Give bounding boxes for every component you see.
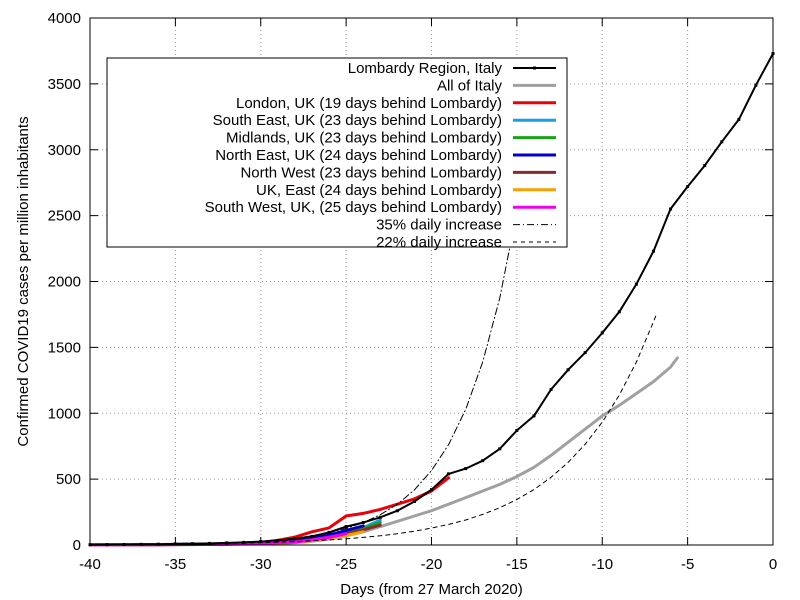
x-tick-label: -35 [165,556,187,573]
series-point-lombardy-region-italy [634,282,638,286]
legend-swatch-point [533,66,536,70]
x-tick-label: -10 [591,556,613,573]
legend-label-north-east-uk-24-days-behind-lombardy: North East, UK (24 days behind Lombardy) [215,147,502,164]
series-point-lombardy-region-italy [293,537,297,541]
series-point-lombardy-region-italy [481,459,485,463]
series-point-lombardy-region-italy [395,509,399,513]
y-tick-label: 1000 [48,405,81,422]
y-tick-label: 4000 [48,10,81,27]
series-point-lombardy-region-italy [122,542,126,546]
series-point-lombardy-region-italy [600,331,604,335]
series-point-lombardy-region-italy [686,185,690,189]
series-point-lombardy-region-italy [310,534,314,538]
x-tick-label: -15 [506,556,528,573]
y-tick-label: 1500 [48,339,81,356]
series-point-lombardy-region-italy [242,540,246,544]
series-point-lombardy-region-italy [532,414,536,418]
legend-label-35-daily-increase: 35% daily increase [376,217,502,234]
x-tick-label: 0 [769,556,777,573]
legend-label-south-west-uk-25-days-behind-lombardy: South West, UK, (25 days behind Lombardy… [205,199,502,216]
series-point-lombardy-region-italy [344,525,348,529]
series-point-lombardy-region-italy [566,368,570,372]
series-point-lombardy-region-italy [430,488,433,492]
legend-label-lombardy-region-italy: Lombardy Region, Italy [348,60,503,77]
series-point-lombardy-region-italy [225,541,229,545]
y-tick-label: 3000 [48,142,81,159]
series-point-lombardy-region-italy [173,542,177,546]
x-tick-label: -30 [250,556,272,573]
series-point-lombardy-region-italy [190,542,194,546]
series-point-lombardy-region-italy [464,467,468,471]
series-point-lombardy-region-italy [515,428,519,432]
series-point-lombardy-region-italy [617,310,621,314]
series-point-lombardy-region-italy [583,351,587,355]
y-tick-label: 3500 [48,76,81,93]
series-point-lombardy-region-italy [327,530,331,534]
y-tick-label: 500 [56,471,81,488]
legend-label-all-of-italy: All of Italy [437,77,503,94]
series-point-lombardy-region-italy [737,117,741,121]
series-point-lombardy-region-italy [276,538,280,542]
series-point-lombardy-region-italy [498,447,502,451]
y-axis-title: Confirmed COVID19 cases per million inha… [15,116,32,446]
x-tick-label: -25 [335,556,357,573]
series-point-lombardy-region-italy [378,515,382,519]
series-point-lombardy-region-italy [651,249,655,253]
legend-label-uk-east-24-days-behind-lombardy: UK, East (24 days behind Lombardy) [256,182,502,199]
y-tick-label: 2000 [48,274,81,291]
x-axis-title: Days (from 27 March 2020) [340,581,523,598]
y-tick-label: 2500 [48,208,81,225]
plot-frame [89,17,774,546]
x-tick-label: -20 [421,556,443,573]
axis-ticks: -40 -35 -30 -25 -20 -15 -10 -5 0 0 500 1000 1500 2000… [48,10,778,573]
series-point-lombardy-region-italy [447,472,451,476]
legend-label-south-east-uk-23-days-behind-lombardy: South East, UK (23 days behind Lombardy) [213,112,502,129]
series-point-lombardy-region-italy [549,388,553,392]
series-point-lombardy-region-italy [139,542,143,546]
x-tick-label: -40 [79,556,101,573]
y-tick-label: 0 [73,537,81,554]
series-point-lombardy-region-italy [412,500,416,504]
legend-label-north-west-23-days-behind-lombardy: North West (23 days behind Lombardy) [240,164,502,181]
legend-label-22-daily-increase: 22% daily increase [376,234,502,251]
series-line-22-daily-increase [89,312,658,546]
series-point-lombardy-region-italy [669,207,673,211]
series-point-lombardy-region-italy [720,140,724,144]
series-point-lombardy-region-italy [703,164,707,168]
legend-label-midlands-uk-23-days-behind-lombardy: Midlands, UK (23 days behind Lombardy) [226,130,502,147]
legend-label-london-uk-19-days-behind-lombardy: London, UK (19 days behind Lombardy) [236,95,502,112]
legend-box [106,57,568,248]
series-point-lombardy-region-italy [208,541,212,545]
x-tick-label: -5 [681,556,694,573]
series-point-lombardy-region-italy [259,540,263,544]
series-point-lombardy-region-italy [754,83,758,87]
series-point-lombardy-region-italy [156,542,160,546]
series-point-lombardy-region-italy [361,521,365,525]
